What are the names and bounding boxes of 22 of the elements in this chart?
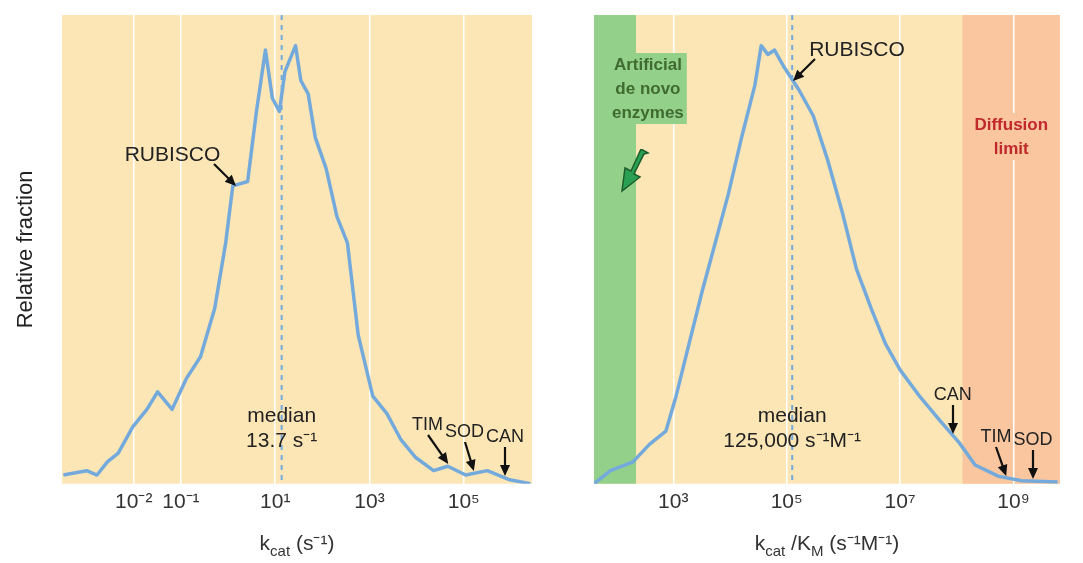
- x-tick-label: 10¹: [260, 489, 291, 513]
- band-label: Diffusion limit: [974, 115, 1049, 158]
- x-tick-label: 10⁻²: [115, 489, 153, 513]
- x-tick-label: 10⁷: [884, 489, 916, 513]
- ref-line-label: median 125,000 s⁻¹M⁻¹: [723, 402, 862, 451]
- band-label: Artificial de novo enzymes: [612, 55, 684, 122]
- y-axis-title: Relative fraction: [12, 170, 37, 329]
- x-tick-label: 10⁵: [770, 489, 803, 513]
- annotation: TIM: [980, 425, 1012, 446]
- x-tick-label: 10³: [658, 489, 689, 513]
- annotation: CAN: [486, 426, 525, 447]
- annotation: TIM: [412, 414, 444, 435]
- annotation: RUBISCO: [124, 141, 221, 165]
- annotation: RUBISCO: [809, 36, 905, 60]
- annotation: SOD: [1013, 429, 1053, 450]
- x-tick-label: 10⁵: [447, 489, 480, 513]
- ref-line-label: median 13.7 s⁻¹: [246, 402, 318, 451]
- x-tick-label: 10⁹: [997, 489, 1030, 513]
- annotation: CAN: [933, 383, 972, 404]
- x-tick-label: 10³: [354, 489, 385, 513]
- annotation: SOD: [445, 421, 485, 442]
- x-tick-label: 10⁻¹: [162, 489, 200, 513]
